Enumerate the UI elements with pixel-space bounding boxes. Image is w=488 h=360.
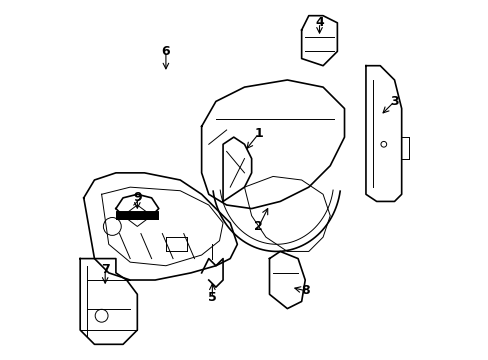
Text: 5: 5 — [207, 291, 216, 305]
Text: 8: 8 — [300, 284, 309, 297]
Text: 6: 6 — [161, 45, 170, 58]
Text: 4: 4 — [314, 16, 323, 29]
Text: 1: 1 — [254, 127, 263, 140]
Text: 3: 3 — [389, 95, 398, 108]
Text: 9: 9 — [133, 192, 142, 204]
Text: 7: 7 — [101, 263, 109, 276]
Text: 2: 2 — [254, 220, 263, 233]
